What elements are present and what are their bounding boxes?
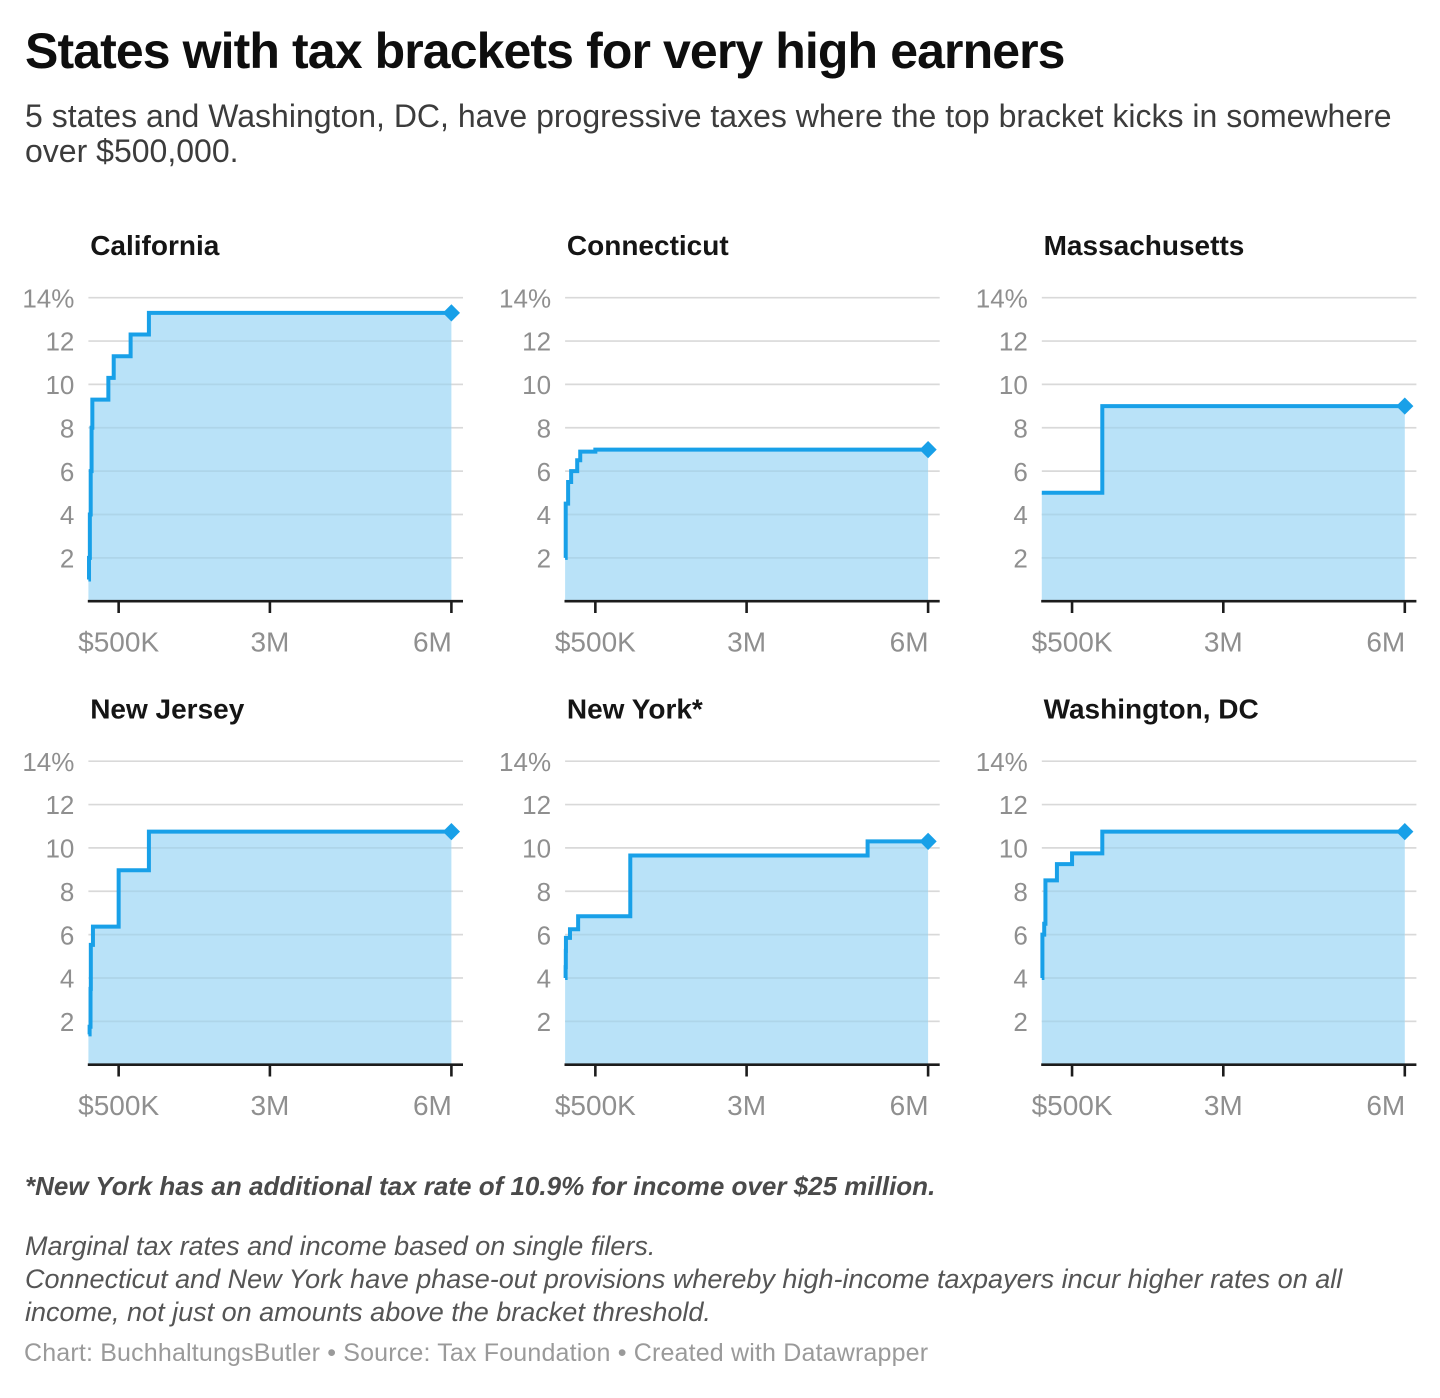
svg-text:6: 6 xyxy=(1013,457,1027,487)
svg-text:3M: 3M xyxy=(1204,627,1243,658)
svg-text:Connecticut: Connecticut xyxy=(567,230,729,261)
svg-text:California: California xyxy=(90,230,220,261)
svg-text:8: 8 xyxy=(537,877,551,907)
svg-text:$500K: $500K xyxy=(555,1090,636,1121)
svg-text:10: 10 xyxy=(45,370,74,400)
svg-text:4: 4 xyxy=(537,500,551,530)
svg-text:10: 10 xyxy=(999,370,1028,400)
svg-text:12: 12 xyxy=(45,790,74,820)
svg-text:New Jersey: New Jersey xyxy=(90,694,245,725)
svg-text:12: 12 xyxy=(999,790,1028,820)
svg-text:3M: 3M xyxy=(1204,1090,1243,1121)
svg-text:4: 4 xyxy=(60,964,74,994)
svg-text:2: 2 xyxy=(537,544,551,574)
svg-text:14%: 14% xyxy=(499,747,551,777)
svg-text:6M: 6M xyxy=(1366,627,1405,658)
svg-text:2: 2 xyxy=(1013,544,1027,574)
svg-text:3M: 3M xyxy=(727,1090,766,1121)
svg-text:14%: 14% xyxy=(976,747,1028,777)
svg-text:$500K: $500K xyxy=(78,627,159,658)
svg-text:6M: 6M xyxy=(413,627,452,658)
svg-text:6M: 6M xyxy=(890,627,929,658)
svg-text:Washington, DC: Washington, DC xyxy=(1044,694,1259,725)
svg-text:6: 6 xyxy=(1013,920,1027,950)
svg-text:6: 6 xyxy=(537,920,551,950)
svg-text:6M: 6M xyxy=(890,1090,929,1121)
svg-text:3M: 3M xyxy=(250,1090,289,1121)
svg-text:12: 12 xyxy=(45,327,74,357)
svg-text:6: 6 xyxy=(60,920,74,950)
svg-text:3M: 3M xyxy=(250,627,289,658)
svg-text:8: 8 xyxy=(1013,413,1027,443)
svg-text:6M: 6M xyxy=(413,1090,452,1121)
svg-text:14%: 14% xyxy=(499,283,551,313)
svg-text:6M: 6M xyxy=(1366,1090,1405,1121)
svg-text:8: 8 xyxy=(60,877,74,907)
svg-text:$500K: $500K xyxy=(78,1090,159,1121)
svg-text:14%: 14% xyxy=(22,283,74,313)
svg-text:12: 12 xyxy=(522,790,551,820)
svg-text:4: 4 xyxy=(537,964,551,994)
svg-text:3M: 3M xyxy=(727,627,766,658)
svg-text:$500K: $500K xyxy=(1032,627,1113,658)
svg-text:2: 2 xyxy=(60,1007,74,1037)
svg-text:2: 2 xyxy=(537,1007,551,1037)
svg-text:12: 12 xyxy=(522,327,551,357)
svg-text:10: 10 xyxy=(45,834,74,864)
svg-text:8: 8 xyxy=(1013,877,1027,907)
svg-text:$500K: $500K xyxy=(1032,1090,1113,1121)
svg-text:4: 4 xyxy=(1013,964,1027,994)
svg-text:New York*: New York* xyxy=(567,694,703,725)
svg-text:2: 2 xyxy=(1013,1007,1027,1037)
svg-text:8: 8 xyxy=(537,413,551,443)
svg-text:Massachusetts: Massachusetts xyxy=(1044,230,1245,261)
svg-text:14%: 14% xyxy=(976,283,1028,313)
svg-text:$500K: $500K xyxy=(555,627,636,658)
svg-text:10: 10 xyxy=(999,834,1028,864)
svg-text:4: 4 xyxy=(1013,500,1027,530)
svg-text:14%: 14% xyxy=(22,747,74,777)
svg-text:6: 6 xyxy=(60,457,74,487)
svg-text:10: 10 xyxy=(522,370,551,400)
svg-text:8: 8 xyxy=(60,413,74,443)
svg-text:10: 10 xyxy=(522,834,551,864)
svg-text:4: 4 xyxy=(60,500,74,530)
svg-text:12: 12 xyxy=(999,327,1028,357)
svg-text:2: 2 xyxy=(60,544,74,574)
svg-text:6: 6 xyxy=(537,457,551,487)
